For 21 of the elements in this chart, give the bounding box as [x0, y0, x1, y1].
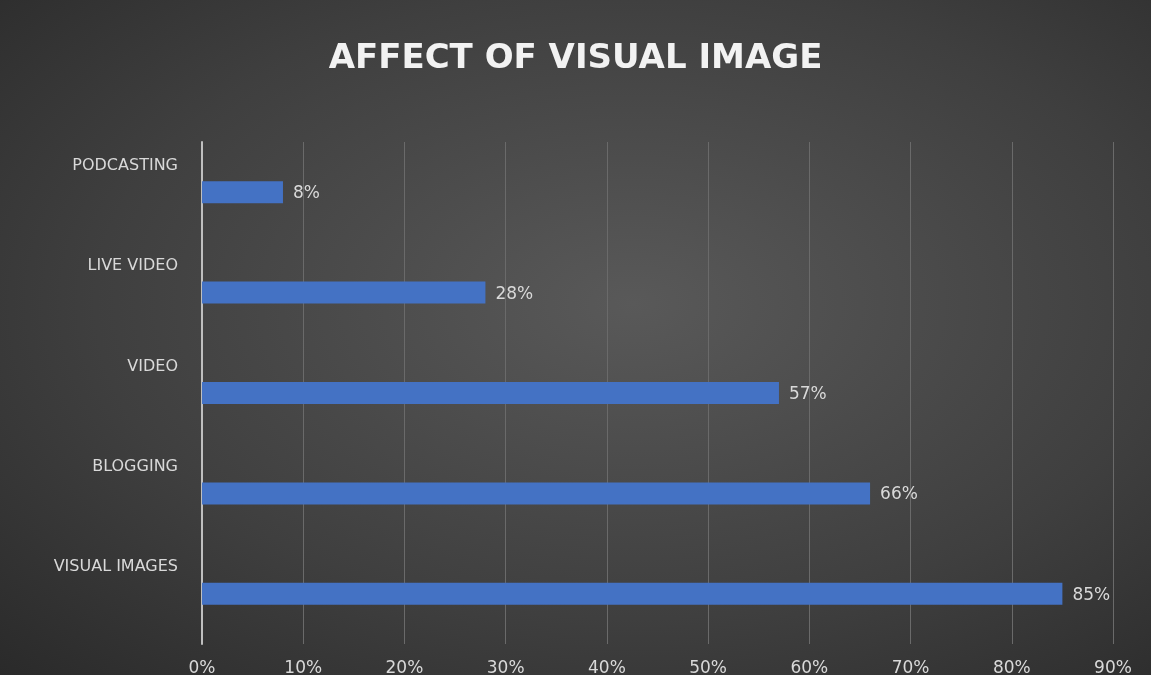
x-tick-label: 80%	[992, 656, 1031, 675]
y-tick-label: BLOGGING	[92, 455, 178, 475]
data-label: 28%	[495, 282, 534, 303]
y-tick-label: LIVE VIDEO	[87, 255, 178, 275]
y-tick-label: VISUAL IMAGES	[53, 556, 178, 576]
x-tick-label: 60%	[790, 656, 829, 675]
y-tick-label: PODCASTING	[72, 154, 178, 174]
x-tick-label: 50%	[689, 656, 728, 675]
x-tick-label: 90%	[1094, 656, 1132, 675]
x-tick-label: 10%	[284, 656, 323, 675]
x-tick-label: 20%	[385, 656, 424, 675]
x-tick-label: 0%	[188, 656, 216, 675]
y-tick-label: VIDEO	[127, 355, 178, 375]
data-label: 8%	[292, 182, 320, 203]
chart-title: AFFECT OF VISUAL IMAGE	[328, 36, 823, 76]
x-tick-label: 30%	[486, 656, 525, 675]
data-label: 57%	[788, 383, 827, 403]
data-label: 85%	[1072, 583, 1111, 604]
x-tick-label: 40%	[587, 656, 626, 675]
x-tick-label: 70%	[891, 656, 930, 675]
data-label: 66%	[880, 483, 918, 504]
